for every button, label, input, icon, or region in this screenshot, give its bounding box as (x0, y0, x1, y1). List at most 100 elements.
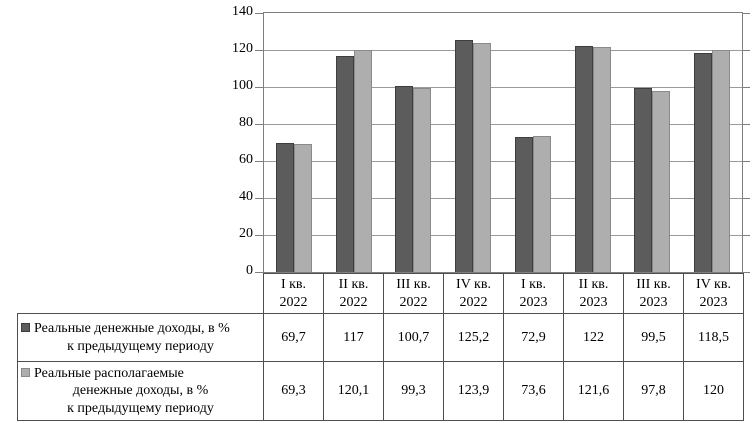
category-label-line: 2022 (399, 294, 428, 310)
value-cell: 69,3 (263, 361, 324, 421)
category-label-line: 2022 (459, 294, 488, 310)
value-cell: 121,6 (563, 361, 624, 421)
bar-series2-cat6 (592, 47, 611, 272)
category-header-cell: III кв. 2023 (623, 273, 684, 314)
category-label-line: II кв. (338, 277, 369, 293)
value-cell: 99,5 (623, 313, 684, 362)
y-axis-tick-label: 20 (239, 226, 253, 241)
y-axis-tick-left (255, 198, 263, 199)
data-table: I кв. 2022 II кв. 2022 III кв. 2022 IV кв. 2022… (17, 273, 744, 421)
bar-series2-cat1 (293, 143, 312, 272)
y-axis-tick-left (255, 272, 263, 273)
category-header-cell: II кв. 2022 (323, 273, 384, 314)
bar-series1-cat7 (634, 87, 653, 272)
gridline (264, 198, 742, 199)
category-label-line: 2023 (519, 294, 548, 310)
category-label-line: 2022 (339, 294, 368, 310)
legend-label-line: к предыдущему периоду (67, 338, 214, 354)
bar-series2-cat2 (353, 49, 372, 272)
y-axis-tick-right (742, 124, 750, 125)
legend-label-line: Реальные денежные доходы, в % (21, 320, 260, 337)
y-axis-tick-left (255, 124, 263, 125)
category-header-cell: I кв. 2023 (503, 273, 564, 314)
category-header-cell: I кв. 2022 (263, 273, 324, 314)
legend-swatch-series1 (21, 323, 30, 333)
value-cell: 72,9 (503, 313, 564, 362)
y-axis-tick-right (742, 198, 750, 199)
category-label-line: III кв. (636, 277, 671, 293)
y-axis-tick-right (742, 235, 750, 236)
table-corner-cell (17, 273, 264, 314)
gridline (264, 87, 742, 88)
value-cell: 118,5 (683, 313, 744, 362)
legend-label-text: Реальные денежные доходы, в % (34, 321, 230, 337)
bar-series1-cat8 (694, 52, 713, 272)
bar-series1-cat1 (275, 143, 294, 272)
bar-series2-cat5 (532, 135, 551, 272)
category-label-line: IV кв. (456, 277, 491, 293)
gridline (264, 124, 742, 125)
value-cell: 99,3 (383, 361, 444, 421)
legend-label-text: Реальные располагаемые (34, 366, 184, 382)
gridline (264, 50, 742, 51)
y-axis-tick-right (742, 272, 750, 273)
category-label-line: IV кв. (696, 277, 731, 293)
y-axis-tick-left (255, 13, 263, 14)
y-axis-tick-label: 60 (239, 152, 253, 167)
legend-cell-series2: Реальные располагаемые денежные доходы, в… (17, 361, 264, 421)
bar-series1-cat5 (514, 137, 533, 272)
bar-series2-cat8 (712, 50, 731, 272)
value-cell: 117 (323, 313, 384, 362)
bar-series2-cat3 (413, 88, 432, 272)
legend-label-line: к предыдущему периоду (67, 400, 214, 416)
y-axis-tick-left (255, 235, 263, 236)
y-axis-tick-label: 100 (232, 78, 253, 93)
bar-series1-cat3 (395, 85, 414, 272)
y-axis-tick-left (255, 161, 263, 162)
y-axis-tick-left (255, 87, 263, 88)
value-cell: 73,6 (503, 361, 564, 421)
value-cell: 100,7 (383, 313, 444, 362)
bar-series1-cat4 (455, 40, 474, 272)
category-label-line: I кв. (280, 277, 307, 293)
y-axis-tick-right (742, 13, 750, 14)
y-axis-tick-label: 40 (239, 189, 253, 204)
value-cell: 120,1 (323, 361, 384, 421)
gridline (264, 235, 742, 236)
category-label-line: III кв. (396, 277, 431, 293)
y-axis-tick-right (742, 161, 750, 162)
value-cell: 125,2 (443, 313, 504, 362)
legend-label-line: Реальные располагаемые (21, 365, 260, 382)
category-header-cell: IV кв. 2022 (443, 273, 504, 314)
value-cell: 97,8 (623, 361, 684, 421)
value-cell: 69,7 (263, 313, 324, 362)
category-header-cell: II кв. 2023 (563, 273, 624, 314)
y-axis-tick-label: 120 (232, 41, 253, 56)
category-header-cell: IV кв. 2023 (683, 273, 744, 314)
value-cell: 120 (683, 361, 744, 421)
category-label-line: 2023 (699, 294, 728, 310)
category-header-cell: III кв. 2022 (383, 273, 444, 314)
legend-swatch-series2 (21, 368, 30, 378)
legend-cell-series1: Реальные денежные доходы, в % к предыдуще… (17, 313, 264, 362)
plot-area (255, 12, 750, 273)
value-cell: 123,9 (443, 361, 504, 421)
value-cell: 122 (563, 313, 624, 362)
bar-series2-cat7 (652, 91, 671, 272)
bar-series2-cat4 (473, 42, 492, 272)
legend-label-line: денежные доходы, в % (72, 383, 209, 399)
bar-series1-cat2 (335, 55, 354, 272)
y-axis-tick-right (742, 50, 750, 51)
y-axis-tick-label: 80 (239, 115, 253, 130)
gridline (264, 161, 742, 162)
category-label-line: 2023 (639, 294, 668, 310)
category-label-line: II кв. (578, 277, 609, 293)
y-axis-tick-label: 140 (232, 4, 253, 19)
category-label-line: I кв. (520, 277, 547, 293)
y-axis-tick-left (255, 50, 263, 51)
y-axis-tick-label: 0 (246, 263, 253, 278)
bar-series1-cat6 (574, 46, 593, 272)
category-label-line: 2023 (579, 294, 608, 310)
category-label-line: 2022 (279, 294, 308, 310)
